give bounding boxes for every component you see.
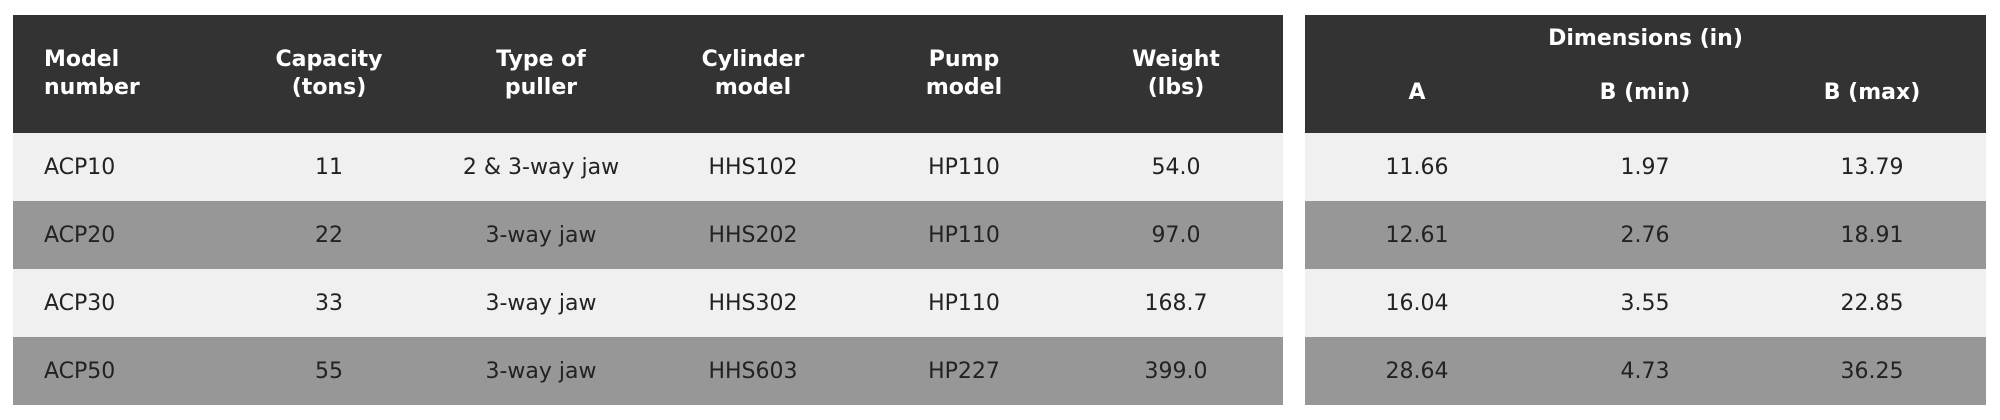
- column-header: B (min): [1599, 80, 1691, 105]
- cell: ACP30: [44, 290, 116, 316]
- cell: 2 & 3-way jaw: [462, 154, 620, 180]
- cell: 54.0: [1151, 154, 1201, 180]
- row-bg: [1305, 201, 1986, 269]
- row-bg: [13, 201, 1283, 269]
- cell: 13.79: [1840, 154, 1904, 180]
- cell: 16.04: [1385, 290, 1449, 316]
- cell: 12.61: [1385, 222, 1449, 248]
- cell: 2.76: [1620, 222, 1670, 248]
- column-header: B (max): [1823, 80, 1921, 105]
- cell: HP227: [928, 358, 1000, 384]
- column-header: A: [1408, 80, 1426, 105]
- cell: 3.55: [1620, 290, 1670, 316]
- cell: 11.66: [1385, 154, 1449, 180]
- cell: 168.7: [1144, 290, 1208, 316]
- cell: 11: [315, 154, 343, 180]
- column-header: Capacity (tons): [275, 47, 383, 100]
- row-bg: [1305, 269, 1986, 337]
- cell: HHS603: [708, 358, 798, 384]
- cell: 3-way jaw: [485, 222, 597, 248]
- cell: 4.73: [1620, 358, 1670, 384]
- cell: HHS102: [708, 154, 798, 180]
- column-header: Pump model: [925, 47, 1003, 100]
- row-bg: [13, 337, 1283, 405]
- cell: ACP50: [44, 358, 116, 384]
- cell: 33: [315, 290, 343, 316]
- column-header: Cylinder model: [701, 47, 805, 100]
- cell: HHS302: [708, 290, 798, 316]
- group-title: Dimensions (in): [1548, 26, 1743, 51]
- cell: 36.25: [1840, 358, 1904, 384]
- cell: ACP20: [44, 222, 116, 248]
- cell: HP110: [928, 222, 1000, 248]
- cell: HP110: [928, 290, 1000, 316]
- cell: 3-way jaw: [485, 358, 597, 384]
- cell: 55: [315, 358, 343, 384]
- cell: 3-way jaw: [485, 290, 597, 316]
- cell: 399.0: [1144, 358, 1208, 384]
- cell: 22.85: [1840, 290, 1904, 316]
- cell: 1.97: [1620, 154, 1670, 180]
- row-bg: [13, 133, 1283, 201]
- cell: 18.91: [1840, 222, 1904, 248]
- column-header: Model number: [44, 47, 140, 100]
- cell: HP110: [928, 154, 1000, 180]
- row-bg: [1305, 337, 1986, 405]
- header-bg: [13, 15, 1283, 133]
- cell: 97.0: [1151, 222, 1201, 248]
- cell: ACP10: [44, 154, 116, 180]
- cell: 28.64: [1385, 358, 1449, 384]
- cell: 22: [315, 222, 343, 248]
- column-header: Type of puller: [496, 47, 586, 100]
- column-header: Weight (lbs): [1132, 47, 1220, 100]
- row-bg: [13, 269, 1283, 337]
- row-bg: [1305, 133, 1986, 201]
- cell: HHS202: [708, 222, 798, 248]
- header-bg: [1305, 15, 1986, 133]
